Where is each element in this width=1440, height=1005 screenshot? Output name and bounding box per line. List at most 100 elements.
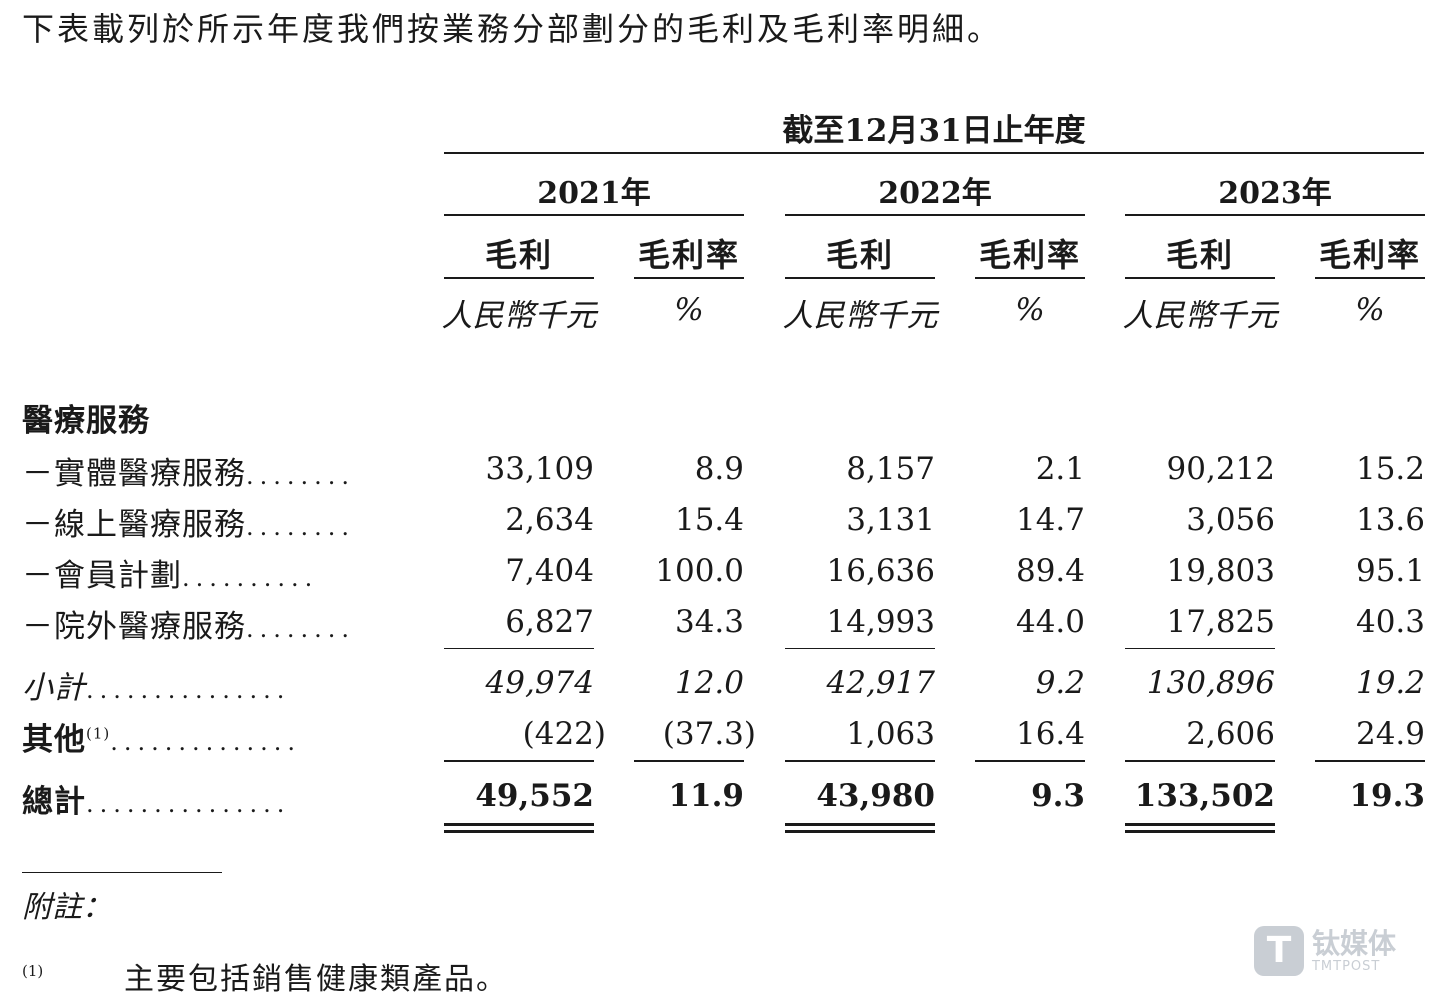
tmtpost-logo-icon: T — [1253, 926, 1304, 976]
table-cell: 16,636 — [826, 553, 935, 589]
subtotal-rule — [1125, 648, 1275, 649]
subtotal-rule — [444, 648, 594, 649]
total-rule — [1125, 760, 1275, 762]
other-cell: 2,606 — [1186, 716, 1275, 752]
row-label: －實體醫療服務........ — [22, 456, 356, 492]
subtotal-cell: 42,917 — [826, 665, 935, 701]
table-cell: 90,212 — [1166, 451, 1275, 487]
column-rule — [1125, 277, 1275, 279]
table-cell: 6,827 — [505, 604, 594, 640]
total-cell: 9.3 — [1031, 778, 1085, 814]
row-label: －院外醫療服務........ — [22, 609, 356, 645]
total-cell: 19.3 — [1349, 778, 1425, 814]
gross-margin-header: 毛利率 — [637, 236, 740, 274]
table-cell: 14.7 — [1015, 502, 1085, 538]
table-cell: 7,404 — [505, 553, 594, 589]
table-cell: 2,634 — [505, 502, 594, 538]
gross-profit-header: 毛利 — [825, 236, 894, 274]
table-cell: 3,131 — [846, 502, 935, 538]
year-rule — [1125, 214, 1425, 216]
other-label: 其他(1).............. — [22, 722, 302, 758]
watermark-name-cn: 钛媒体 — [1311, 926, 1396, 960]
dot-leader: ........ — [246, 462, 356, 490]
dot-leader: .......... — [182, 564, 319, 592]
currency-unit: 人民幣千元 — [782, 298, 938, 334]
table-cell: 8.9 — [694, 451, 744, 487]
total-rule — [975, 760, 1085, 762]
subtotal-cell: 9.2 — [1035, 665, 1085, 701]
total-cell: 43,980 — [816, 778, 935, 814]
other-cell: 16.4 — [1015, 716, 1085, 752]
footnote-text: 主要包括銷售健康類產品。 — [124, 962, 508, 997]
subtotal-rule — [785, 648, 935, 649]
total-cell: 49,552 — [475, 778, 594, 814]
subtotal-label: 小計............... — [22, 670, 291, 706]
other-cell: (422) — [522, 716, 606, 752]
gross-margin-header: 毛利率 — [1318, 236, 1421, 274]
year-rule — [785, 214, 1085, 216]
currency-unit: 人民幣千元 — [1122, 298, 1278, 334]
year-2021-header: 2021年 — [537, 176, 651, 211]
gross-profit-header: 毛利 — [484, 236, 553, 274]
total-rule — [634, 760, 744, 762]
table-cell: 8,157 — [846, 451, 935, 487]
watermark-name-en: TMTPOST — [1311, 958, 1381, 974]
period-rule — [444, 152, 1424, 154]
total-rule — [444, 760, 594, 762]
column-rule — [975, 277, 1085, 279]
dot-leader: ........ — [246, 513, 356, 541]
row-label: －線上醫療服務........ — [22, 507, 356, 543]
section-title: 醫療服務 — [22, 403, 150, 439]
period-header: 截至12月31日止年度 — [782, 113, 1086, 149]
year-2023-header: 2023年 — [1218, 176, 1332, 211]
footnote-ref: (1) — [86, 724, 111, 743]
table-cell: 19,803 — [1166, 553, 1275, 589]
footnote-mark: (1) — [22, 962, 44, 980]
other-cell: (37.3) — [662, 716, 756, 752]
column-rule — [634, 277, 744, 279]
notes-rule — [22, 872, 222, 873]
total-rule — [1315, 760, 1425, 762]
table-cell: 15.4 — [674, 502, 744, 538]
total-label: 總計............... — [22, 784, 291, 820]
subtotal-cell: 19.2 — [1355, 665, 1425, 701]
total-rule — [785, 760, 935, 762]
gross-profit-header: 毛利 — [1165, 236, 1234, 274]
subtotal-cell: 49,974 — [485, 665, 594, 701]
table-cell: 15.2 — [1355, 451, 1425, 487]
watermark-logo: T 钛媒体 TMTPOST — [1253, 926, 1396, 976]
subtotal-cell: 130,896 — [1146, 665, 1275, 701]
dot-leader: ........ — [246, 615, 356, 643]
table-cell: 13.6 — [1355, 502, 1425, 538]
percent-unit: % — [674, 292, 704, 328]
year-2022-header: 2022年 — [878, 176, 992, 211]
other-cell: 24.9 — [1355, 716, 1425, 752]
total-cell: 11.9 — [668, 778, 744, 814]
notes-heading: 附註： — [22, 890, 112, 925]
dot-leader: .............. — [110, 728, 302, 756]
year-rule — [444, 214, 744, 216]
table-cell: 2.1 — [1035, 451, 1085, 487]
table-cell: 44.0 — [1015, 604, 1085, 640]
currency-unit: 人民幣千元 — [441, 298, 597, 334]
column-rule — [444, 277, 594, 279]
row-label: －會員計劃.......... — [22, 558, 319, 594]
table-cell: 100.0 — [655, 553, 744, 589]
percent-unit: % — [1015, 292, 1045, 328]
table-cell: 34.3 — [674, 604, 744, 640]
other-cell: 1,063 — [846, 716, 935, 752]
subtotal-cell: 12.0 — [674, 665, 744, 701]
table-cell: 17,825 — [1166, 604, 1275, 640]
table-cell: 40.3 — [1355, 604, 1425, 640]
percent-unit: % — [1355, 292, 1385, 328]
column-rule — [785, 277, 935, 279]
dot-leader: ............... — [86, 790, 291, 818]
total-cell: 133,502 — [1134, 778, 1275, 814]
table-cell: 14,993 — [826, 604, 935, 640]
table-cell: 95.1 — [1355, 553, 1425, 589]
double-underline — [444, 823, 594, 833]
column-rule — [1315, 277, 1425, 279]
gross-margin-header: 毛利率 — [978, 236, 1081, 274]
table-cell: 89.4 — [1015, 553, 1085, 589]
dot-leader: ............... — [86, 676, 291, 704]
